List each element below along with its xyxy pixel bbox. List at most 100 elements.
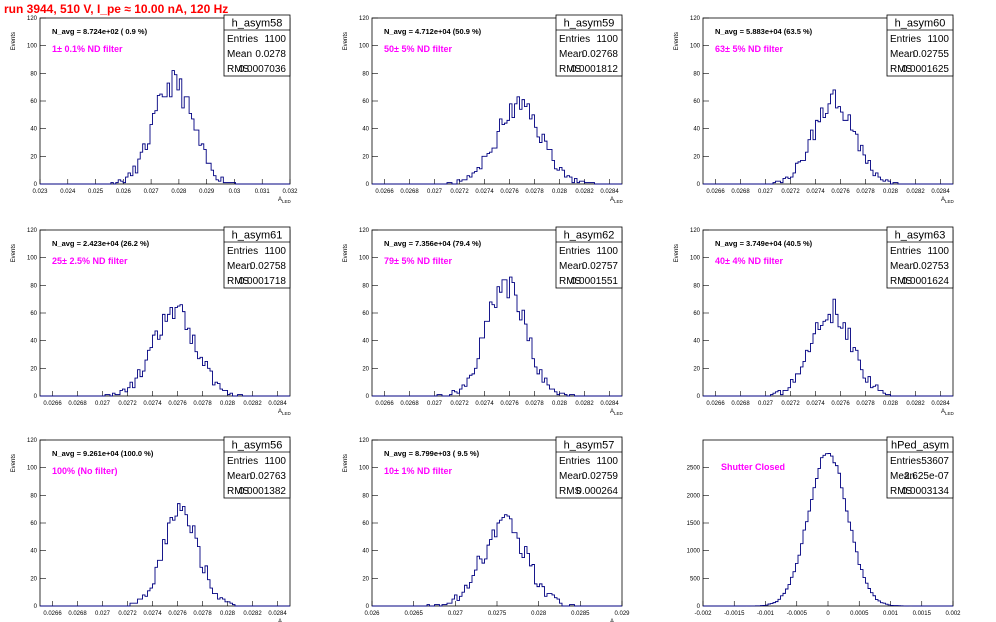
y-tick-label: 20 <box>30 366 37 372</box>
x-tick-label: 0.027 <box>95 611 111 617</box>
navg-text: N_avg = 8.799e+03 ( 9.5 %) <box>384 449 480 458</box>
y-tick-label: 500 <box>690 576 701 582</box>
stats-key: Entries <box>559 456 590 467</box>
stats-value: 0.0001551 <box>571 276 619 287</box>
y-tick-label: 60 <box>362 99 369 105</box>
x-tick-label: 0.0282 <box>575 189 594 195</box>
y-tick-label: 120 <box>690 16 701 22</box>
y-tick-label: 60 <box>693 311 700 317</box>
x-tick-label: 0.0276 <box>168 611 187 617</box>
stats-title: h_asym59 <box>564 18 615 30</box>
x-tick-label: 0.026 <box>364 611 380 617</box>
x-tick-label: 0.0282 <box>575 401 594 407</box>
y-tick-label: 1000 <box>687 549 701 555</box>
y-tick-label: 60 <box>693 99 700 105</box>
y-tick-label: 80 <box>362 71 369 77</box>
x-tick-label: 0.0268 <box>68 611 87 617</box>
y-tick-label: 20 <box>693 154 700 160</box>
x-axis-label: ALED <box>278 197 292 204</box>
y-tick-label: 40 <box>30 339 37 345</box>
stats-value: 1100 <box>596 34 618 45</box>
x-tick-label: 0.0266 <box>375 401 394 407</box>
x-tick-label: 0.0272 <box>781 189 800 195</box>
x-tick-label: 0.0274 <box>806 401 825 407</box>
x-tick-label: 0.0266 <box>706 401 725 407</box>
stats-key: RMS <box>559 64 582 75</box>
stats-value: 0.0001382 <box>239 486 287 497</box>
y-tick-label: 20 <box>362 576 369 582</box>
filter-text: 50± 5% ND filter <box>384 44 452 54</box>
x-tick-label: 0.0276 <box>831 189 850 195</box>
x-tick-label: 0.028 <box>552 401 568 407</box>
x-tick-label: 0.0278 <box>193 401 212 407</box>
filter-text: 100% (No filter) <box>52 466 118 476</box>
stats-key: RMS <box>227 64 250 75</box>
y-axis-label: Events <box>11 244 17 262</box>
stats-value: 0.02759 <box>582 471 619 482</box>
stats-key: RMS <box>890 486 913 497</box>
x-tick-label: 0.0284 <box>600 401 619 407</box>
y-tick-label: 120 <box>27 16 38 22</box>
navg-text: N_avg = 2.423e+04 (26.2 %) <box>52 239 150 248</box>
x-tick-label: 0.028 <box>883 401 899 407</box>
y-axis-label: Events <box>11 454 17 472</box>
stats-value: 1100 <box>596 246 618 257</box>
stats-key: Entries <box>227 456 258 467</box>
y-tick-label: 80 <box>362 283 369 289</box>
y-tick-label: 20 <box>362 366 369 372</box>
x-tick-label: 0.0282 <box>243 611 262 617</box>
x-tick-label: 0.027 <box>427 401 443 407</box>
histogram-line <box>703 298 953 397</box>
stats-value: 1100 <box>264 246 286 257</box>
y-axis-label: Events <box>674 244 680 262</box>
x-tick-label: 0.0284 <box>600 189 619 195</box>
y-tick-label: 120 <box>690 228 701 234</box>
navg-text: N_avg = 8.724e+02 ( 0.9 %) <box>52 27 148 36</box>
stats-key: Entries <box>559 34 590 45</box>
x-tick-label: 0.002 <box>945 611 961 617</box>
stats-value: 0.02768 <box>582 49 619 60</box>
y-tick-label: 40 <box>362 127 369 133</box>
y-tick-label: 80 <box>693 71 700 77</box>
x-tick-label: 0.0268 <box>400 401 419 407</box>
stats-value: 0.02753 <box>913 261 950 272</box>
stats-box <box>555 14 623 77</box>
x-tick-label: 0.0268 <box>400 189 419 195</box>
stats-key: RMS <box>559 486 582 497</box>
stats-value: 0.02757 <box>582 261 619 272</box>
y-tick-label: 0 <box>697 394 701 400</box>
x-tick-label: 0.0278 <box>193 611 212 617</box>
y-tick-label: 0 <box>697 182 701 188</box>
stats-key: RMS <box>890 64 913 75</box>
x-axis-label: ALED <box>278 409 292 416</box>
x-tick-label: 0.0265 <box>404 611 423 617</box>
x-tick-label: 0.0284 <box>268 401 287 407</box>
y-tick-label: 100 <box>359 256 370 262</box>
y-tick-label: 80 <box>693 283 700 289</box>
stats-key: Entries <box>227 34 258 45</box>
y-tick-label: 40 <box>362 339 369 345</box>
x-axis-label: ALED <box>610 197 624 204</box>
y-tick-label: 100 <box>27 44 38 50</box>
x-tick-label: 0.0278 <box>856 401 875 407</box>
x-tick-label: 0.0278 <box>856 189 875 195</box>
x-tick-label: 0.026 <box>116 189 132 195</box>
histogram-panel-h_asym56: 0 20 40 60 80 100 120 0.0266 0.0268 0.027 0.0272 0.… <box>11 436 292 622</box>
histogram-line <box>40 503 290 607</box>
x-tick-label: 0.0282 <box>243 401 262 407</box>
x-tick-label: 0.029 <box>199 189 215 195</box>
x-tick-label: 0.001 <box>883 611 899 617</box>
stats-box <box>223 226 291 289</box>
y-tick-label: 60 <box>30 99 37 105</box>
x-tick-label: 0.0274 <box>475 401 494 407</box>
x-tick-label: -0.0015 <box>724 611 745 617</box>
stats-key: Entries <box>890 34 921 45</box>
x-tick-label: 0.023 <box>32 189 48 195</box>
stats-value: 0.0001812 <box>571 64 619 75</box>
stats-title: h_asym56 <box>232 440 283 452</box>
y-tick-label: 80 <box>30 71 37 77</box>
y-tick-label: 100 <box>690 256 701 262</box>
x-tick-label: 0.0268 <box>731 189 750 195</box>
x-tick-label: 0.028 <box>883 189 899 195</box>
x-tick-label: 0.0276 <box>831 401 850 407</box>
